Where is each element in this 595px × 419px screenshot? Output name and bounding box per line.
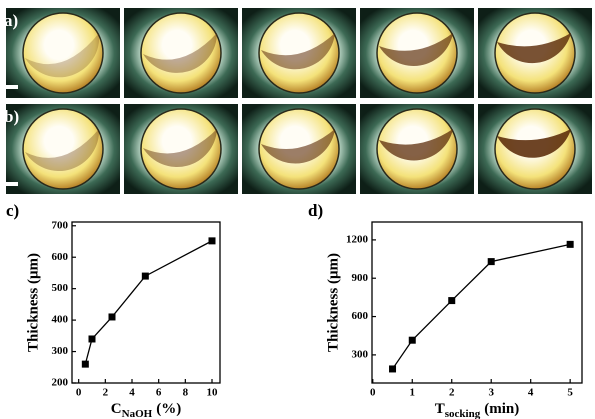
data-point	[389, 365, 397, 373]
y-axis-label: Thickness (μm)	[325, 253, 341, 352]
data-point	[208, 237, 216, 245]
x-label-sub: NaOH	[122, 408, 153, 419]
data-point	[487, 258, 495, 266]
photo-disk	[140, 12, 222, 94]
x-tick-label: 8	[183, 387, 189, 399]
x-tick-label: 3	[488, 387, 494, 399]
scale-bar	[6, 182, 18, 186]
data-line	[391, 243, 571, 370]
scale-bar	[6, 85, 18, 89]
data-point	[108, 313, 116, 321]
data-point	[408, 336, 416, 344]
x-label-unit: (min)	[484, 401, 519, 417]
x-label-unit: (%)	[156, 401, 181, 417]
data-point	[81, 360, 89, 368]
x-tick-label: 5	[567, 387, 573, 399]
data-point	[141, 272, 149, 280]
x-tick-label: 10	[207, 387, 219, 399]
data-point	[566, 240, 574, 248]
photo-shadow	[25, 33, 100, 78]
photo-shadow	[261, 129, 335, 164]
photo-disk	[22, 108, 104, 190]
panel-label: d)	[308, 201, 323, 220]
plot-frame	[371, 221, 583, 384]
y-tick-label: 700	[52, 219, 69, 231]
panel-label: b)	[4, 107, 19, 126]
y-axis-label: Thickness (μm)	[25, 253, 41, 352]
photo-shadow	[379, 33, 453, 66]
x-label-main: T	[435, 401, 445, 417]
x-tick-label: 4	[129, 387, 135, 399]
photo-shadow	[143, 129, 217, 168]
x-label-main: C	[111, 401, 122, 417]
data-point	[448, 297, 456, 305]
data-line	[84, 240, 213, 365]
x-tick-label: 6	[156, 387, 162, 399]
y-tick-label: 200	[52, 377, 69, 389]
plot-frame	[71, 221, 221, 384]
photo-shadow	[261, 33, 335, 70]
photo-shadow	[497, 33, 571, 64]
x-tick-label: 2	[449, 387, 455, 399]
y-tick-label: 600	[352, 310, 369, 322]
y-tick-label: 500	[52, 282, 69, 294]
x-tick-label: 1	[410, 387, 416, 399]
x-label-sub: socking	[445, 408, 481, 419]
y-tick-label: 300	[52, 345, 69, 357]
panel-label: c)	[6, 201, 19, 220]
y-tick-label: 400	[52, 314, 69, 326]
y-tick-label: 900	[352, 272, 369, 284]
x-axis-label: CNaOH (%)	[111, 401, 181, 419]
photo-shadow	[497, 129, 571, 158]
x-tick-label: 2	[103, 387, 109, 399]
y-tick-label: 1200	[346, 233, 369, 245]
panel-label: a)	[4, 11, 18, 30]
data-point	[88, 335, 96, 343]
photo-shadow	[25, 129, 100, 172]
x-tick-label: 0	[370, 387, 376, 399]
x-tick-label: 0	[76, 387, 82, 399]
photo-disk	[258, 12, 340, 94]
photo-shadow	[143, 33, 217, 73]
photo-shadow	[379, 129, 453, 161]
y-tick-label: 300	[352, 348, 369, 360]
y-tick-label: 600	[52, 251, 69, 263]
x-tick-label: 4	[528, 387, 534, 399]
photo-grid	[6, 8, 592, 194]
x-axis-label: Tsocking (min)	[435, 401, 519, 419]
photo-disk	[22, 12, 104, 94]
photo-disk	[140, 108, 222, 190]
